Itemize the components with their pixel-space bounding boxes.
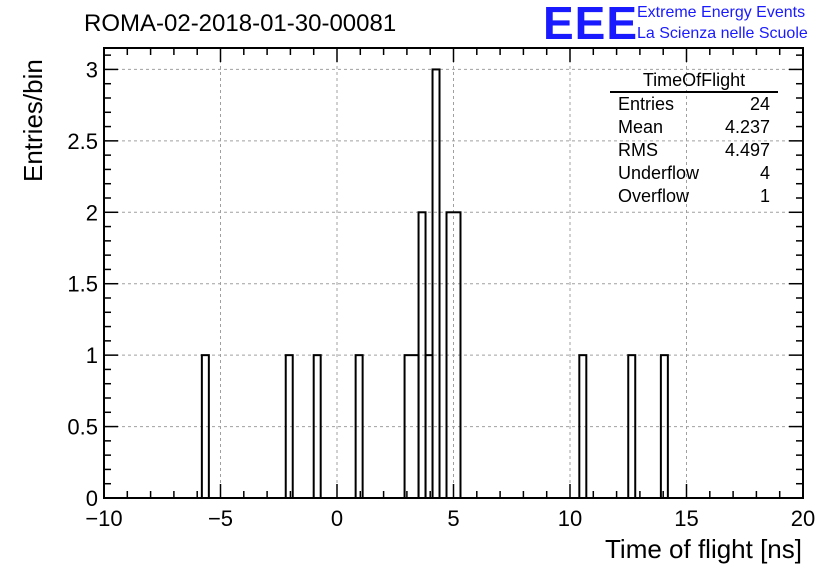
stats-value: 1 [759, 186, 770, 206]
x-tick-label: −10 [85, 506, 122, 531]
chart-title: ROMA-02-2018-01-30-00081 [84, 10, 397, 37]
eee-logo: EEE [543, 0, 639, 49]
stats-value: 4.497 [724, 140, 770, 160]
stats-label: Entries [618, 94, 675, 114]
y-axis-label: Entries/bin [18, 59, 48, 182]
stats-box: TimeOfFlight Entries 24 Mean 4.237 RMS 4… [610, 70, 778, 208]
stats-label: Overflow [618, 186, 690, 206]
stats-row-rms: RMS 4.497 [610, 139, 778, 162]
x-axis-label: Time of flight [ns] [605, 534, 802, 564]
y-tick-label: 1.5 [67, 272, 98, 297]
logo-line-1: Extreme Energy Events [637, 4, 806, 21]
stats-row-underflow: Underflow 4 [610, 162, 778, 185]
x-tick-label: 20 [791, 506, 815, 531]
x-tick-label: 0 [331, 506, 343, 531]
y-tick-label: 1 [86, 343, 98, 368]
stats-value: 4.237 [724, 117, 770, 137]
y-tick-label: 3 [86, 57, 98, 82]
stats-value: 4 [759, 163, 770, 183]
stats-row-overflow: Overflow 1 [610, 185, 778, 208]
stats-label: Underflow [618, 163, 700, 183]
stats-value: 24 [749, 94, 770, 114]
x-tick-label: 10 [558, 506, 582, 531]
stats-label: Mean [618, 117, 664, 137]
y-tick-label: 2 [86, 200, 98, 225]
stats-title: TimeOfFlight [610, 70, 778, 93]
y-tick-label: 0.5 [67, 415, 98, 440]
y-tick-label: 0 [86, 486, 98, 511]
stats-label: RMS [618, 140, 658, 160]
logo-line-2: La Scienza nelle Scuole [637, 25, 808, 42]
stats-row-mean: Mean 4.237 [610, 116, 778, 139]
y-tick-label: 2.5 [67, 129, 98, 154]
x-tick-label: −5 [208, 506, 233, 531]
stats-row-entries: Entries 24 [610, 93, 778, 116]
x-tick-label: 5 [447, 506, 459, 531]
x-tick-label: 15 [674, 506, 698, 531]
